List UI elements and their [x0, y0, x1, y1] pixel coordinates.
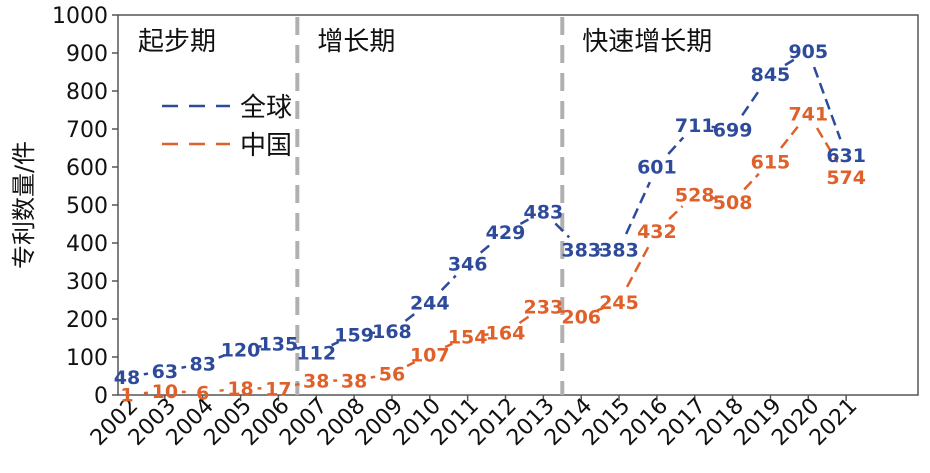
phase-dividers	[295, 17, 565, 395]
data-label: 483	[524, 201, 564, 223]
series-segment	[181, 365, 187, 369]
series-segment	[404, 311, 418, 322]
series-segment	[624, 181, 651, 235]
data-label: 48	[114, 367, 140, 389]
y-tick-label: 300	[66, 270, 108, 295]
data-label: 206	[561, 307, 601, 329]
y-tick-label: 900	[66, 42, 108, 67]
data-label: 528	[675, 184, 715, 206]
data-label: 10	[152, 381, 178, 403]
series-segment	[554, 222, 571, 239]
data-label: 18	[227, 378, 253, 400]
y-tick-label: 0	[94, 384, 108, 409]
phase-label: 起步期	[138, 27, 216, 57]
data-label: 383	[599, 239, 639, 261]
data-label: 83	[189, 353, 215, 375]
data-label: 38	[303, 371, 329, 393]
series-segment	[625, 245, 651, 288]
y-tick-label: 500	[66, 194, 108, 219]
y-tick-label: 1000	[52, 4, 108, 29]
data-label: 1	[120, 385, 133, 407]
data-label: 120	[221, 339, 261, 361]
data-label: 741	[788, 103, 828, 125]
data-label: 905	[788, 41, 828, 63]
series-segment	[667, 136, 685, 155]
series-segment	[780, 125, 799, 149]
series-segment	[596, 306, 604, 312]
data-label: 601	[637, 157, 677, 179]
phase-labels: 起步期 增长期 快速增长期	[138, 27, 712, 57]
data-label: 233	[524, 296, 564, 318]
data-label: 17	[265, 379, 291, 401]
series-segment	[741, 87, 762, 117]
data-label: 346	[448, 254, 488, 276]
series-segment	[406, 360, 416, 368]
data-label: 711	[675, 115, 715, 137]
data-label: 135	[259, 334, 299, 356]
series-segment	[519, 218, 530, 225]
data-label: 245	[599, 292, 639, 314]
series-segment	[218, 354, 226, 359]
data-label: 38	[341, 371, 367, 393]
data-label: 383	[561, 239, 601, 261]
series-segment	[440, 274, 457, 291]
series-segment	[518, 315, 531, 325]
series-segment	[444, 342, 453, 349]
data-label: 615	[751, 151, 791, 173]
y-axis-label: 专利数量/件	[10, 141, 38, 269]
series-segment	[257, 344, 262, 349]
data-label: 63	[152, 361, 178, 383]
legend-label: 全球	[240, 93, 292, 123]
y-tick-label: 200	[66, 308, 108, 333]
y-tick-label: 600	[66, 156, 108, 181]
series-segment	[743, 172, 760, 191]
series-segment	[331, 340, 340, 347]
data-label: 112	[296, 342, 336, 364]
legend-label: 中国	[240, 131, 292, 161]
y-tick-label: 700	[66, 118, 108, 143]
series-segment	[143, 372, 149, 376]
data-label: 154	[448, 326, 488, 348]
series-segment	[294, 382, 300, 387]
series-segment	[668, 205, 684, 220]
data-label: 159	[334, 325, 374, 347]
series-lines	[143, 58, 842, 395]
series-segment	[812, 66, 842, 140]
series-segment	[711, 196, 717, 200]
data-label: 168	[372, 321, 412, 343]
data-label: 6	[196, 383, 209, 405]
phase-label: 增长期	[317, 27, 395, 57]
series-segment	[294, 346, 300, 350]
series-segment	[559, 309, 566, 314]
phase-label: 快速增长期	[582, 27, 712, 57]
data-label: 432	[637, 221, 677, 243]
y-tick-label: 100	[66, 346, 108, 371]
data-label: 244	[410, 292, 450, 314]
series-segment	[815, 127, 839, 163]
y-axis: 0 100 200 300 400 500 600 700 800 900 1000	[52, 4, 118, 409]
y-tick-label: 800	[66, 80, 108, 105]
data-label: 574	[826, 167, 866, 189]
series-segment	[784, 58, 795, 67]
series-segment	[370, 375, 376, 379]
data-label: 56	[379, 364, 405, 386]
data-label: 845	[751, 64, 791, 86]
data-label: 107	[410, 344, 450, 366]
data-label: 429	[486, 222, 526, 244]
y-tick-label: 400	[66, 232, 108, 257]
data-label: 631	[826, 145, 866, 167]
data-label: 164	[486, 323, 526, 345]
data-label: 508	[713, 192, 753, 214]
data-label: 699	[713, 119, 753, 141]
series-segment	[479, 241, 494, 254]
